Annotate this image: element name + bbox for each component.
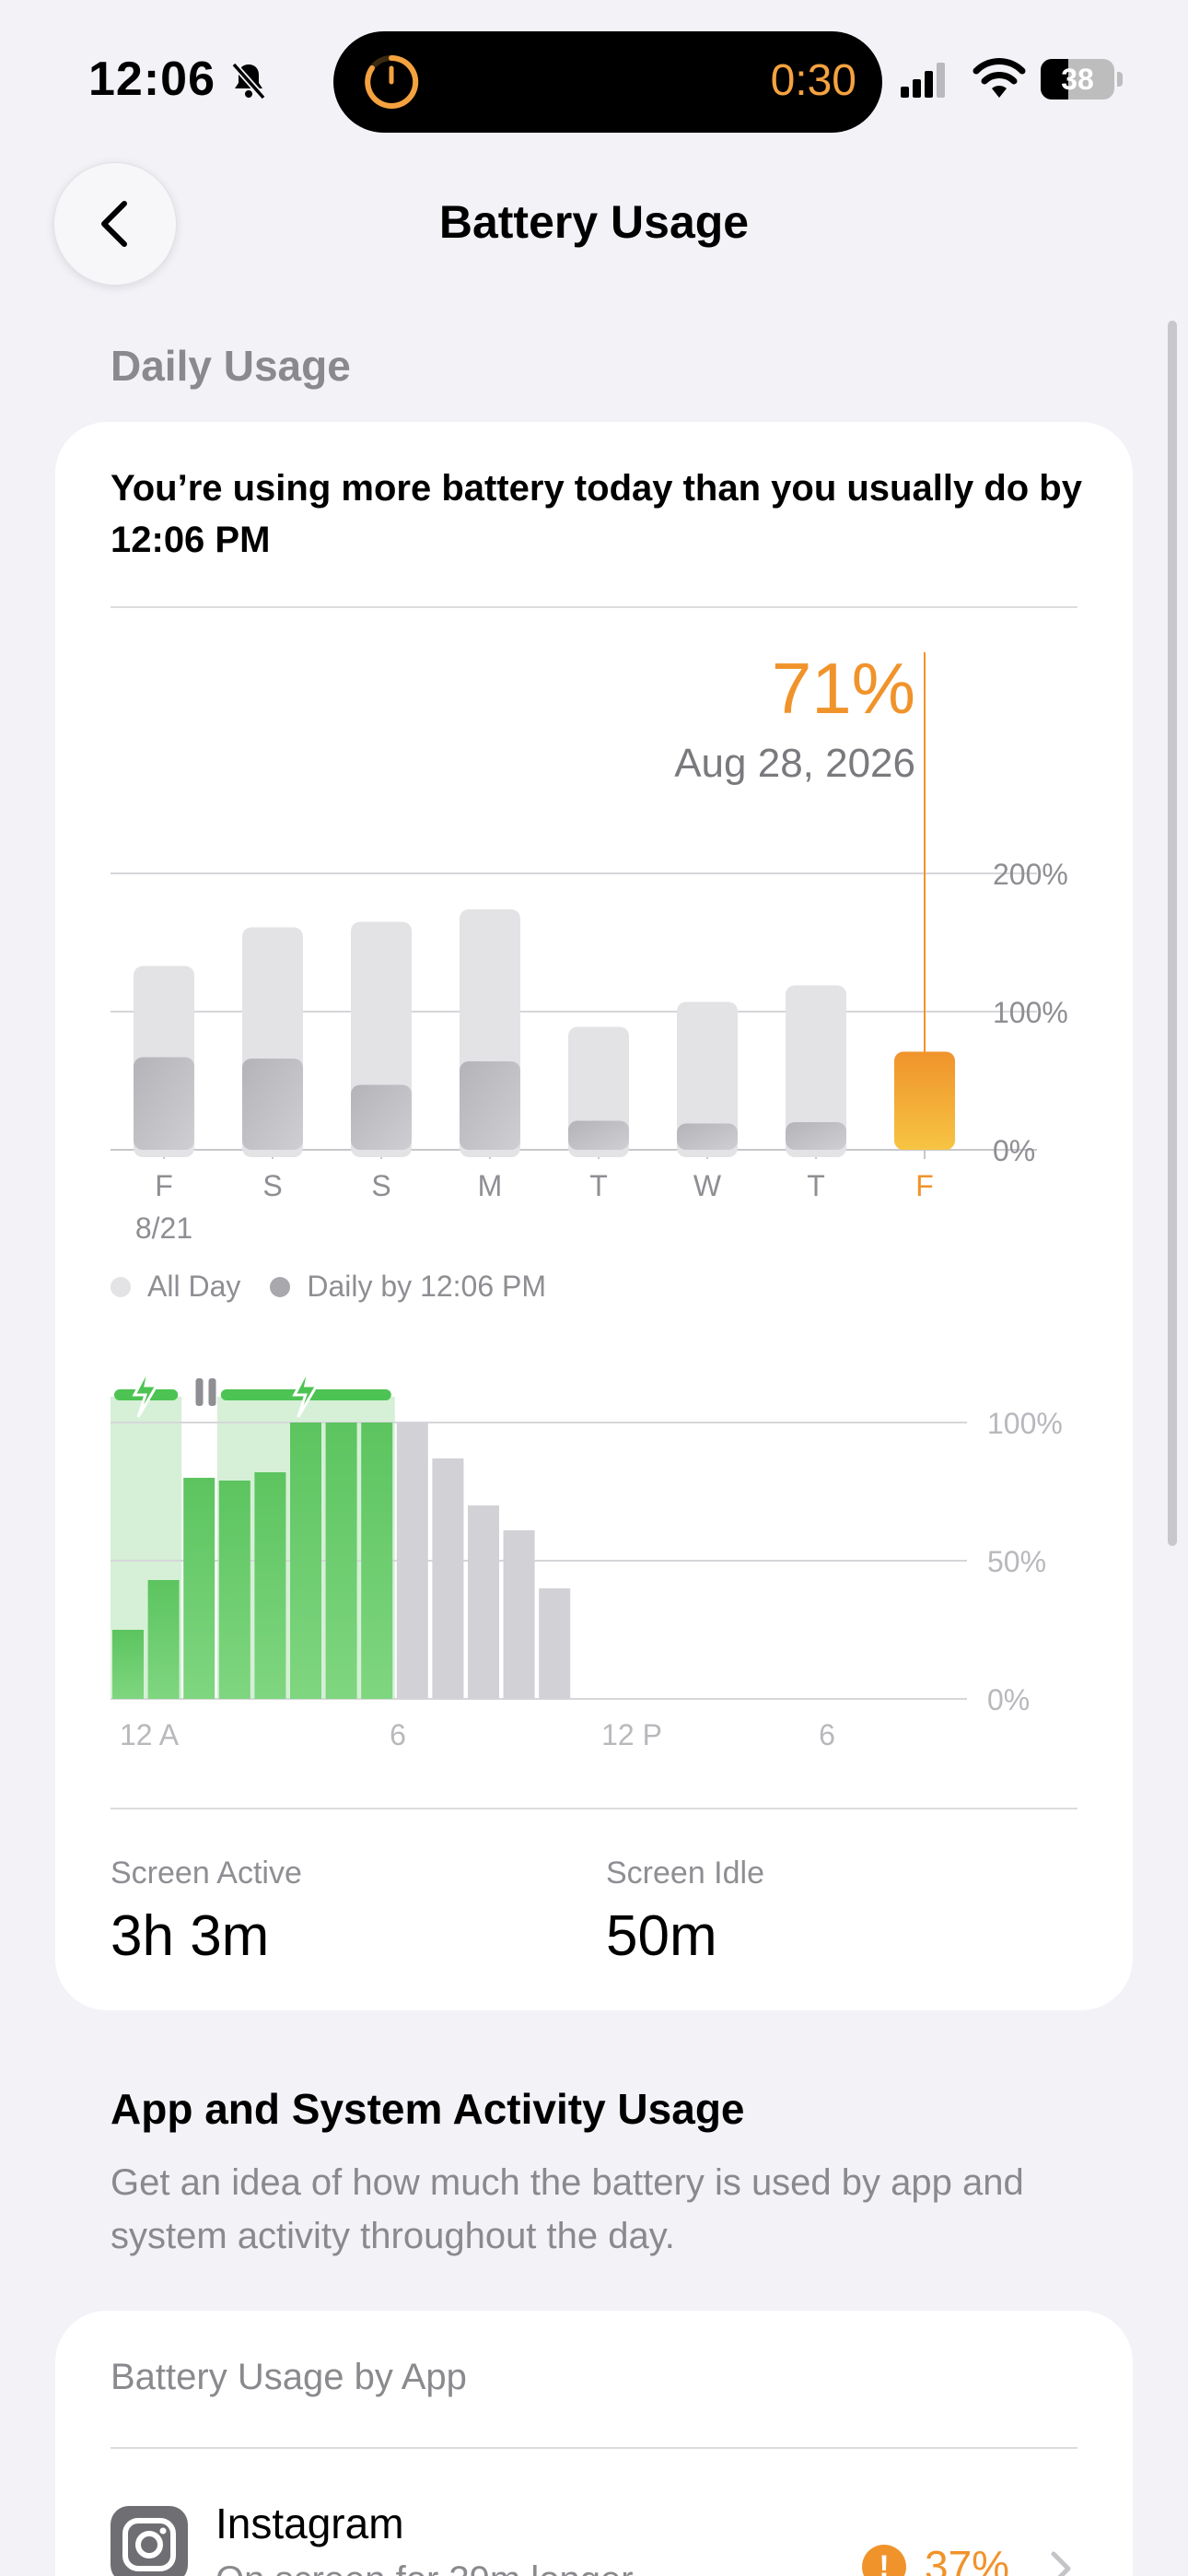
legend-dot	[270, 1276, 291, 1297]
legend-dot	[111, 1276, 131, 1297]
wifi-icon	[973, 58, 1026, 98]
activity-description: Get an idea of how much the battery is u…	[111, 2162, 1024, 2256]
battery-bar	[468, 1505, 499, 1699]
x-tick-label: S	[262, 1169, 282, 1202]
bar-daily-partial	[460, 1061, 520, 1150]
bar-daily-partial	[134, 1057, 194, 1150]
screen-idle-label: Screen Idle	[606, 1856, 764, 1891]
battery-bar	[396, 1423, 428, 1699]
x-tick-label: S	[371, 1169, 390, 1202]
battery-bar	[503, 1530, 535, 1699]
screen-idle-value: 50m	[606, 1904, 717, 1968]
x-tick-label: 6	[390, 1718, 406, 1751]
bar-daily-partial	[351, 1084, 412, 1150]
battery-bar	[361, 1423, 393, 1699]
app-percent: 37%	[925, 2542, 1010, 2576]
signal-icon	[901, 63, 945, 98]
bar-all-day	[677, 1001, 738, 1157]
screen-active-value: 3h 3m	[111, 1904, 270, 1968]
bar-daily-partial	[242, 1059, 303, 1150]
warning-icon: !	[862, 2545, 906, 2576]
charging-bolt-icon	[292, 1366, 320, 1418]
daily-usage-card: You’re using more battery today than you…	[55, 422, 1133, 2010]
app-subtitle: On screen for 39m longer	[215, 2559, 634, 2576]
screen-active-label: Screen Active	[111, 1856, 302, 1891]
island-timer-text: 0:30	[770, 56, 856, 105]
pause-icon	[208, 1378, 216, 1406]
x-tick-label: T	[807, 1169, 825, 1202]
status-bar: 12:06 0:30 38	[0, 0, 1188, 138]
y-tick-label: 100%	[987, 1407, 1063, 1440]
instagram-icon	[111, 2506, 188, 2576]
battery-level: 38	[1061, 63, 1094, 96]
selected-date: Aug 28, 2026	[674, 741, 915, 786]
battery-bar	[432, 1458, 464, 1699]
divider	[111, 606, 1077, 608]
y-tick-label: 0%	[993, 1134, 1035, 1167]
status-time: 12:06	[88, 53, 215, 106]
y-tick-label: 0%	[987, 1683, 1030, 1716]
usage-message: You’re using more battery today than you…	[111, 468, 1082, 560]
dynamic-island[interactable]: 0:30	[333, 31, 882, 133]
x-tick-label: 12 A	[120, 1718, 180, 1751]
daily-usage-header: Daily Usage	[111, 342, 351, 390]
battery-icon: 38	[1041, 59, 1124, 100]
x-tick-label: T	[589, 1169, 608, 1202]
back-button[interactable]	[53, 162, 177, 286]
bar-today	[894, 1051, 955, 1150]
selected-value: 71%	[771, 648, 915, 729]
x-tick-label: 6	[819, 1718, 835, 1751]
bar-daily-partial	[568, 1120, 629, 1150]
scroll-indicator[interactable]	[1168, 321, 1177, 1546]
x-tick-label: W	[693, 1169, 722, 1202]
chevron-left-icon	[101, 201, 127, 247]
y-tick-label: 100%	[993, 996, 1068, 1029]
battery-bar	[539, 1588, 571, 1699]
battery-by-app-card: Battery Usage by App Instagram On screen…	[55, 2311, 1133, 2576]
bar-daily-partial	[677, 1123, 738, 1150]
x-tick-label: F	[155, 1169, 173, 1202]
x-sub-label: 8/21	[135, 1212, 192, 1245]
bar-all-day	[786, 985, 846, 1157]
battery-bar	[325, 1423, 357, 1699]
daily-usage-chart[interactable]: 0% 100% 200% F 8/21 S S M T W T F	[55, 422, 1133, 1343]
x-tick-label: M	[478, 1169, 503, 1202]
activity-title: App and System Activity Usage	[111, 2085, 745, 2133]
chevron-right-icon	[1051, 2551, 1071, 2576]
battery-bar	[183, 1478, 215, 1699]
chart-legend: All Day Daily by 12:06 PM	[111, 1270, 576, 1304]
legend-label: All Day	[147, 1270, 241, 1303]
legend-item-daily: Daily by 12:06 PM	[270, 1270, 546, 1304]
battery-bar	[112, 1630, 144, 1699]
battery-bar	[254, 1472, 286, 1699]
bar-daily-partial	[786, 1122, 846, 1150]
app-name: Instagram	[215, 2500, 404, 2547]
divider	[111, 2447, 1077, 2449]
bell-slash-icon	[231, 62, 266, 100]
battery-by-app-header: Battery Usage by App	[111, 2357, 467, 2397]
y-tick-label: 200%	[993, 858, 1068, 891]
battery-bar	[147, 1580, 180, 1699]
y-tick-label: 50%	[987, 1545, 1046, 1578]
pause-icon	[195, 1378, 204, 1406]
x-tick-label: 12 P	[601, 1718, 662, 1751]
battery-fill	[1041, 59, 1069, 100]
legend-item-all-day: All Day	[111, 1270, 240, 1304]
battery-level-chart[interactable]: 0% 50% 100% 12 A 6 12 P 6	[55, 422, 1133, 1804]
legend-label: Daily by 12:06 PM	[307, 1270, 547, 1303]
timer-icon	[365, 54, 419, 109]
battery-bar	[218, 1481, 250, 1699]
x-tick-label: F	[915, 1169, 934, 1202]
divider	[111, 1808, 1077, 1809]
page-title: Battery Usage	[438, 196, 750, 248]
charging-bolt-icon	[132, 1366, 159, 1418]
battery-bar	[290, 1423, 321, 1699]
